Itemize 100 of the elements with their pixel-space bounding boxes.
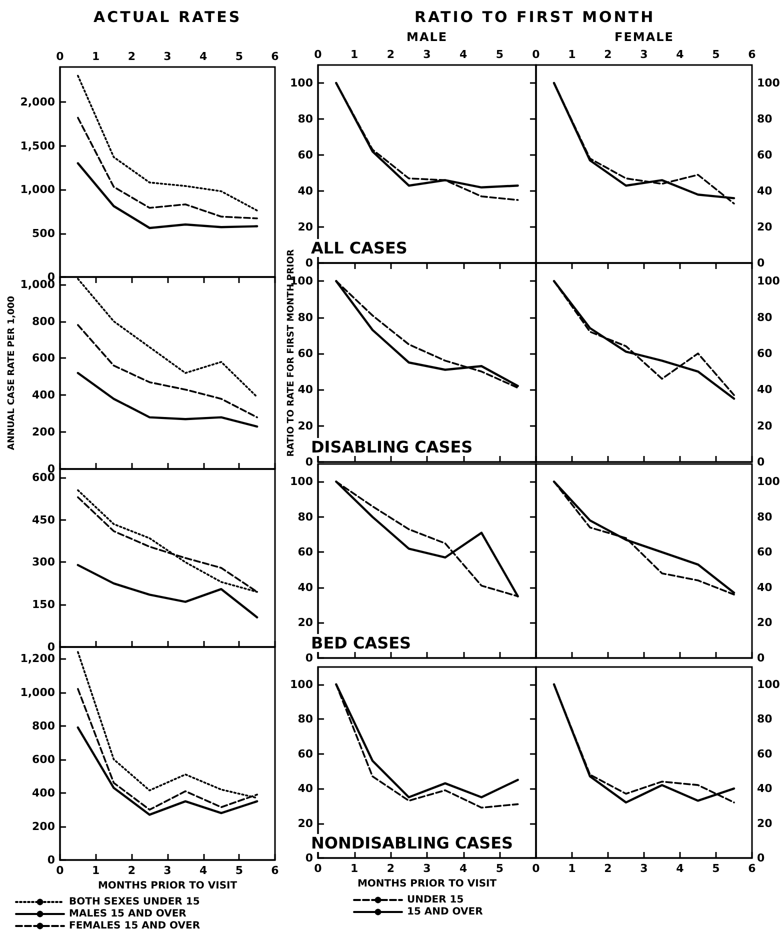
y-tick-label: 200 (32, 820, 56, 833)
y-axis-title: ANNUAL CASE RATE PER 1,000 (7, 296, 18, 450)
y-tick-label: 20 (298, 220, 314, 234)
y-tick-label: 600 (32, 352, 56, 365)
y-tick-label: 0 (305, 652, 314, 664)
y-tick-label: 20 (757, 220, 773, 234)
x-tick-label: 1 (568, 862, 576, 875)
legend-label: FEMALES 15 AND OVER (69, 920, 200, 932)
x-tick-label: 0 (314, 48, 322, 61)
x-tick-label: 2 (386, 48, 394, 61)
y-tick-label: 0 (757, 852, 765, 864)
y-tick-label: 800 (32, 719, 56, 732)
y-tick-label: 800 (32, 314, 56, 328)
y-tick-label: 100 (757, 678, 780, 691)
x-tick-label: 6 (748, 862, 756, 875)
y-tick-label: 100 (290, 678, 314, 691)
x-tick-label: 4 (200, 864, 208, 877)
x-tick-label: 1 (350, 48, 358, 61)
x-tick-label: 5 (712, 48, 720, 61)
y-tick-label: 60 (298, 148, 314, 162)
x-tick-label: 2 (604, 48, 612, 61)
x-tick-label: 4 (200, 50, 208, 63)
y-tick-label: 40 (298, 782, 314, 796)
y-tick-label: 0 (757, 456, 765, 468)
y-tick-label: 60 (298, 546, 314, 559)
x-tick-label: 5 (496, 862, 504, 875)
y-tick-label: 80 (757, 712, 773, 726)
y-tick-label: 1,000 (20, 686, 56, 699)
x-tick-label: 0 (56, 864, 64, 877)
legend-label: MALES 15 AND OVER (69, 908, 187, 920)
y-tick-label: 100 (290, 76, 314, 90)
y-tick-label: 80 (757, 310, 773, 324)
y-tick-label: 500 (32, 226, 56, 240)
x-tick-label: 5 (235, 864, 243, 877)
y-tick-label: 80 (298, 510, 314, 524)
y-tick-label: 80 (298, 712, 314, 726)
x-tick-label: 1 (568, 48, 576, 61)
x-tick-label: 5 (712, 862, 720, 875)
y-tick-label: 0 (47, 854, 56, 866)
chart-subtitle: MALE (406, 30, 448, 44)
x-tick-label: 3 (164, 864, 172, 877)
y-tick-label: 20 (757, 419, 773, 432)
annotation: DISABLING CASES (311, 438, 473, 456)
x-tick-label: 1 (350, 862, 358, 875)
y-tick-label: 20 (298, 419, 314, 432)
y-tick-label: 40 (757, 184, 773, 198)
y-tick-label: 20 (757, 616, 773, 630)
y-tick-label: 100 (757, 475, 780, 488)
x-tick-label: 1 (92, 864, 100, 877)
x-axis-title: MONTHS PRIOR TO VISIT (357, 878, 497, 890)
x-tick-label: 4 (676, 48, 684, 61)
y-tick-label: 60 (298, 346, 314, 360)
x-tick-label: 6 (271, 864, 280, 877)
annotation: ALL CASES (311, 238, 408, 258)
y-tick-label: 60 (757, 546, 773, 559)
y-tick-label: 40 (298, 580, 314, 594)
x-tick-label: 2 (128, 864, 136, 877)
annotation: BED CASES (311, 634, 412, 652)
x-tick-label: 6 (271, 50, 280, 63)
x-axis-title: MONTHS PRIOR TO VISIT (98, 880, 238, 892)
y-tick-label: 60 (757, 346, 773, 360)
y-tick-label: 20 (298, 816, 314, 830)
y-tick-label: 80 (757, 112, 773, 126)
y-tick-label: 40 (757, 383, 773, 396)
y-tick-label: 80 (298, 310, 314, 324)
y-tick-label: 1,500 (20, 139, 56, 152)
x-tick-label: 4 (676, 862, 684, 875)
y-tick-label: 300 (32, 556, 56, 569)
y-tick-label: 0 (305, 852, 314, 864)
x-tick-label: 3 (423, 862, 431, 875)
x-tick-label: 6 (748, 48, 756, 61)
x-tick-label: 0 (532, 48, 540, 61)
y-tick-label: 0 (757, 652, 765, 664)
x-tick-label: 5 (496, 48, 504, 61)
y-tick-label: 60 (757, 747, 773, 760)
y-tick-label: 150 (32, 598, 56, 612)
x-tick-label: 2 (128, 50, 136, 63)
y-tick-label: 40 (757, 782, 773, 796)
y-tick-label: 100 (757, 76, 780, 90)
chart-subtitle: FEMALE (614, 30, 674, 44)
y-tick-label: 40 (757, 580, 773, 594)
x-tick-label: 3 (423, 48, 431, 61)
chart-title: ACTUAL RATES (94, 8, 242, 26)
y-tick-label: 600 (32, 752, 56, 766)
y-tick-label: 20 (757, 816, 773, 830)
legend-label: 15 AND OVER (407, 906, 484, 918)
y-tick-label: 20 (298, 616, 314, 630)
x-tick-label: 3 (640, 48, 648, 61)
legend-label: UNDER 15 (407, 894, 464, 906)
y-tick-label: 60 (298, 747, 314, 760)
y-tick-label: 100 (290, 475, 314, 488)
y-tick-label: 80 (298, 112, 314, 126)
y-tick-label: 2,000 (20, 96, 56, 108)
x-tick-label: 2 (604, 862, 612, 875)
x-tick-label: 2 (386, 862, 394, 875)
y-tick-label: 0 (757, 256, 765, 270)
x-tick-label: 4 (460, 862, 468, 875)
y-tick-label: 400 (32, 786, 56, 800)
y-tick-label: 100 (757, 274, 780, 288)
x-tick-label: 3 (164, 50, 172, 63)
